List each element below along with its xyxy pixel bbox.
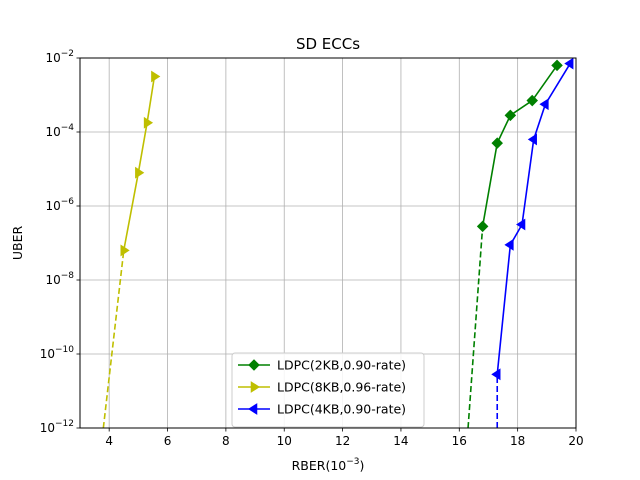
y-tick-label: 10−8: [45, 271, 74, 287]
series-1-point: [135, 166, 145, 179]
legend-marker: [248, 403, 258, 415]
extrapolation-lines: [102, 226, 499, 429]
x-tick-label: 10: [277, 434, 292, 448]
y-tick-label: 10−10: [40, 345, 75, 361]
series-2-point: [539, 98, 549, 111]
y-tick-label-base: 10: [45, 199, 60, 213]
y-tick-label: 10−12: [40, 419, 74, 435]
legend-marker: [248, 359, 260, 371]
series-2-line: [496, 63, 571, 375]
y-tick-label-base: 10: [45, 51, 60, 65]
y-tick-label-exponent: −4: [61, 123, 75, 133]
legend-label: LDPC(4KB,0.90-rate): [277, 402, 406, 417]
plot-frame: [79, 57, 577, 429]
series-1-point: [120, 244, 130, 257]
y-tick-label-exponent: −6: [61, 197, 75, 207]
x-axis-label-base: RBER(10: [292, 458, 347, 473]
legend-label: LDPC(2KB,0.90-rate): [277, 358, 406, 373]
series-0-point: [504, 109, 517, 122]
x-axis-label-exponent: −3: [346, 457, 359, 467]
y-tick-label-exponent: −8: [61, 271, 75, 281]
chart-title: SD ECCs: [296, 35, 360, 53]
x-axis-label: RBER(10−3): [292, 457, 365, 473]
y-tick-label-exponent: −12: [55, 419, 74, 429]
legend: LDPC(2KB,0.90-rate) LDPC(8KB,0.96-rate) LD…: [231, 352, 425, 428]
series-0-point: [526, 94, 539, 107]
legend-box: [231, 352, 425, 428]
legend-marker: [250, 381, 260, 393]
y-tick-label-base: 10: [40, 421, 55, 435]
y-tick-label: 10−6: [45, 197, 74, 213]
series-0-point: [476, 220, 489, 233]
series-1-point: [143, 116, 154, 129]
x-tick-label: 20: [568, 434, 583, 448]
y-tick-label-exponent: −10: [55, 345, 74, 355]
series-2-point: [491, 368, 501, 381]
y-tick-label: 10−4: [45, 123, 74, 139]
x-tick-label: 18: [510, 434, 525, 448]
series-2-point: [504, 238, 514, 251]
series-0-point: [491, 137, 503, 149]
x-tick-label: 14: [393, 434, 408, 448]
series-0-extrapolation: [467, 226, 484, 429]
series-2-point: [527, 133, 537, 146]
x-tick-label: 8: [222, 434, 230, 448]
series-markers: [120, 57, 574, 381]
series-2-point: [564, 57, 574, 70]
series-1-extrapolation: [102, 250, 125, 429]
y-axis-label: UBER: [10, 226, 25, 261]
y-tick-label: 10−2: [45, 49, 74, 65]
y-tick-label-base: 10: [40, 347, 55, 361]
series-0-point: [551, 59, 563, 72]
x-axis-ticks: 4 6 8 10 12 14 16 18 20: [105, 428, 584, 448]
series-2-point: [516, 218, 526, 231]
series-1-line: [122, 76, 156, 251]
x-tick-label: 12: [335, 434, 350, 448]
x-axis-label-close: ): [360, 458, 365, 473]
legend-label: LDPC(8KB,0.96-rate): [277, 380, 406, 395]
x-tick-label: 16: [452, 434, 467, 448]
x-tick-label: 4: [105, 434, 113, 448]
x-tick-label: 6: [164, 434, 172, 448]
series-1-point: [151, 70, 161, 83]
y-tick-label-base: 10: [45, 273, 60, 287]
y-tick-label-base: 10: [45, 125, 60, 139]
y-tick-label-exponent: −2: [61, 49, 74, 59]
